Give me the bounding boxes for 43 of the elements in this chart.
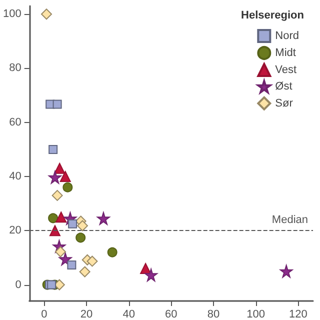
y-tick-label: 80	[9, 62, 22, 74]
legend-label: Sør	[275, 97, 294, 110]
point	[280, 264, 293, 278]
legend-label: Øst	[275, 80, 292, 93]
point	[54, 162, 66, 174]
point	[56, 212, 67, 223]
point	[96, 212, 110, 225]
legend-label: Nord	[275, 30, 299, 42]
y-tick-label: 0	[15, 278, 22, 291]
point	[52, 100, 62, 109]
x-tick-label: 0	[41, 308, 48, 320]
point	[79, 266, 90, 278]
legend-label: Vest	[275, 64, 297, 76]
point	[47, 280, 56, 290]
y-tick-label: 100	[2, 8, 22, 20]
point	[60, 171, 71, 182]
legend-title: Helseregion	[241, 10, 304, 22]
point	[107, 247, 118, 258]
y-tick-label: 20	[9, 224, 22, 237]
x-tick-label: 100	[246, 308, 266, 320]
x-tick-label: 80	[207, 308, 220, 320]
x-tick-label: 60	[165, 308, 178, 320]
y-tick-label: 40	[9, 170, 22, 183]
point	[67, 260, 76, 270]
ref-line-label: Median	[272, 214, 308, 226]
x-tick-label: 20	[80, 308, 93, 320]
point	[41, 8, 52, 20]
point	[86, 256, 98, 267]
point	[62, 182, 73, 192]
point	[68, 219, 78, 228]
point	[58, 252, 72, 266]
point	[52, 190, 63, 201]
point	[76, 220, 88, 232]
y-tick-label: 60	[9, 116, 22, 128]
point	[76, 232, 86, 243]
x-tick-label: 120	[289, 308, 308, 320]
x-tick-label: 40	[122, 308, 135, 320]
legend-label: Midt	[275, 47, 296, 59]
point	[49, 225, 60, 236]
point	[48, 144, 58, 154]
point	[48, 213, 58, 224]
point	[48, 170, 62, 184]
point	[144, 268, 158, 282]
